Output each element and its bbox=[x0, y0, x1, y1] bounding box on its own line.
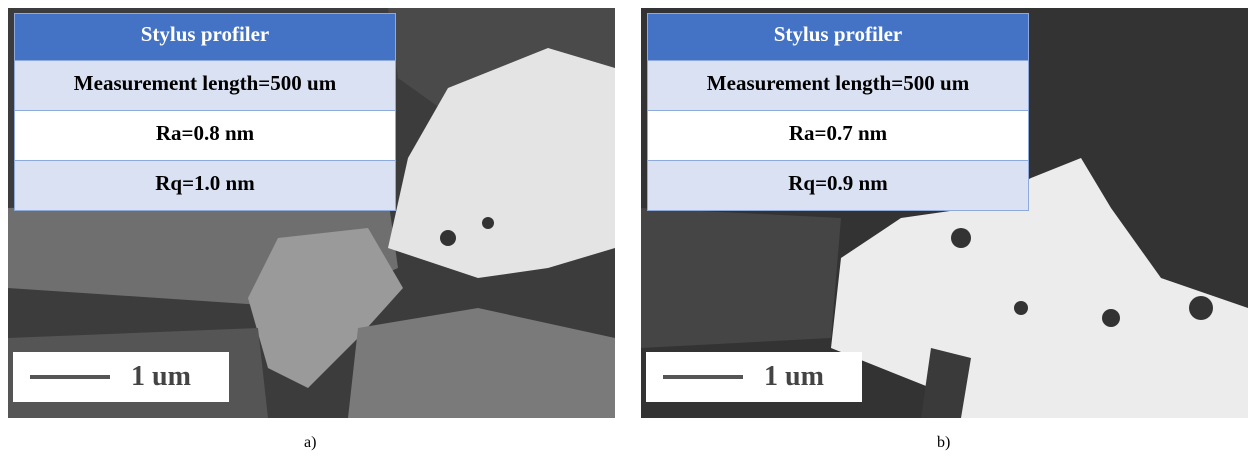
table-row: Measurement length=500 um bbox=[648, 60, 1028, 110]
sem-image: Stylus profiler Measurement length=500 u… bbox=[8, 8, 615, 418]
table-header: Stylus profiler bbox=[15, 14, 395, 60]
roughness-table: Stylus profiler Measurement length=500 u… bbox=[14, 13, 396, 211]
sem-image: Stylus profiler Measurement length=500 u… bbox=[641, 8, 1248, 418]
table-row: Ra=0.8 nm bbox=[15, 110, 395, 160]
scale-line bbox=[30, 375, 110, 379]
table-row: Rq=0.9 nm bbox=[648, 160, 1028, 210]
scale-bar: 1 um bbox=[646, 352, 862, 402]
caption: a) bbox=[304, 434, 316, 452]
scale-label: 1 um bbox=[131, 361, 191, 393]
roughness-table: Stylus profiler Measurement length=500 u… bbox=[647, 13, 1029, 211]
table-header: Stylus profiler bbox=[648, 14, 1028, 60]
scale-label: 1 um bbox=[764, 361, 824, 393]
table-row: Measurement length=500 um bbox=[15, 60, 395, 110]
scale-bar: 1 um bbox=[13, 352, 229, 402]
table-row: Rq=1.0 nm bbox=[15, 160, 395, 210]
scale-line bbox=[663, 375, 743, 379]
figure: Stylus profiler Measurement length=500 u… bbox=[0, 0, 1249, 461]
table-row: Ra=0.7 nm bbox=[648, 110, 1028, 160]
caption: b) bbox=[937, 434, 950, 452]
